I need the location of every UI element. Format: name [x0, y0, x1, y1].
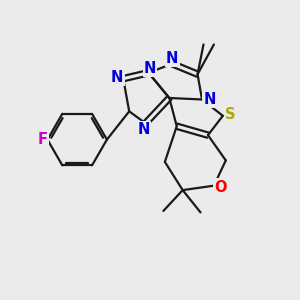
Text: N: N: [166, 51, 178, 66]
Text: N: N: [144, 61, 156, 76]
Text: N: N: [138, 122, 150, 137]
Text: N: N: [111, 70, 124, 85]
Text: N: N: [203, 92, 216, 107]
Text: F: F: [38, 132, 48, 147]
Text: S: S: [225, 107, 236, 122]
Text: O: O: [214, 180, 227, 195]
